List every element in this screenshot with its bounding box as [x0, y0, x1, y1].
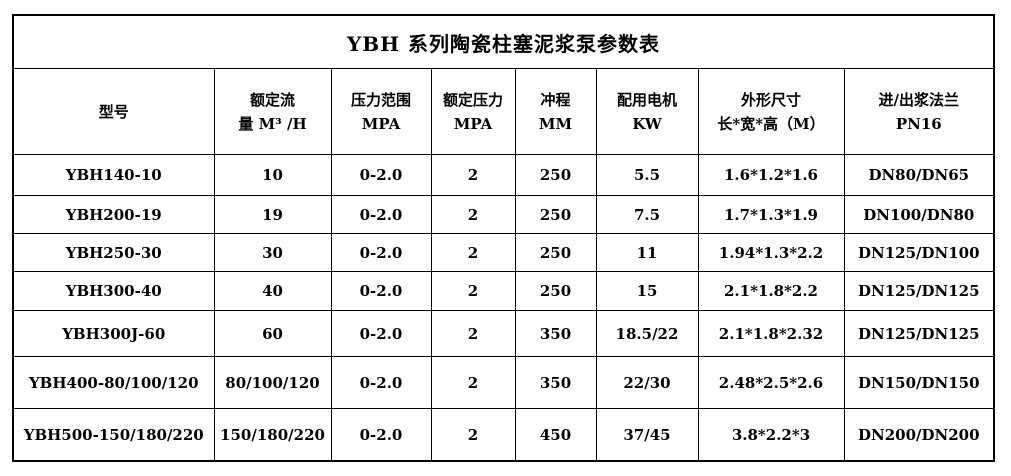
cell-stroke: 250 [514, 195, 597, 234]
table-row: YBH250-30 30 0-2.0 2 250 11 1.94*1.3*2.2… [12, 233, 995, 272]
table-row: YBH140-10 10 0-2.0 2 250 5.5 1.6*1.2*1.6… [12, 154, 995, 196]
header-motor-line1: 配用电机 [616, 90, 677, 109]
header-stroke-line1: 冲程 [540, 90, 571, 109]
cell-flange: DN125/DN125 [843, 271, 995, 311]
header-dimensions: 外形尺寸 长*宽*高（M） [697, 68, 845, 155]
cell-rated-pressure: 2 [430, 310, 516, 357]
cell-rated-pressure: 2 [430, 356, 516, 409]
header-pressure-range-line1: 压力范围 [350, 90, 411, 109]
header-rated-flow-line2: 量 M³ /H [238, 114, 307, 133]
cell-dimensions: 1.7*1.3*1.9 [697, 195, 845, 234]
header-motor-line2: KW [632, 114, 662, 133]
cell-motor: 15 [595, 271, 699, 311]
table-row: YBH300J-60 60 0-2.0 2 350 18.5/22 2.1*1.… [12, 310, 995, 357]
cell-rated-pressure: 2 [430, 154, 516, 196]
cell-pressure-range: 0-2.0 [330, 195, 432, 234]
cell-model: YBH400-80/100/120 [12, 356, 215, 409]
header-rated-flow: 额定流 量 M³ /H [213, 68, 332, 155]
cell-rated-pressure: 2 [430, 233, 516, 272]
cell-dimensions: 3.8*2.2*3 [697, 408, 845, 462]
cell-flange: DN200/DN200 [843, 408, 995, 462]
cell-dimensions: 2.1*1.8*2.2 [697, 271, 845, 311]
table-row: YBH300-40 40 0-2.0 2 250 15 2.1*1.8*2.2 … [12, 271, 995, 311]
cell-pressure-range: 0-2.0 [330, 154, 432, 196]
header-flange-line1: 进/出浆法兰 [878, 90, 960, 109]
cell-rated-flow: 30 [213, 233, 332, 272]
table-header-row: 型号 额定流 量 M³ /H 压力范围 MPA 额定压力 MPA 冲程 MM 配… [12, 68, 995, 155]
header-rated-pressure: 额定压力 MPA [430, 68, 516, 155]
table-title-row: YBH 系列陶瓷柱塞泥浆泵参数表 [12, 14, 995, 69]
cell-rated-flow: 40 [213, 271, 332, 311]
cell-flange: DN80/DN65 [843, 154, 995, 196]
cell-pressure-range: 0-2.0 [330, 310, 432, 357]
cell-rated-flow: 80/100/120 [213, 356, 332, 409]
header-pressure-range-line2: MPA [361, 114, 401, 133]
header-dimensions-line2: 长*宽*高（M） [717, 114, 825, 133]
cell-stroke: 250 [514, 271, 597, 311]
cell-model: YBH200-19 [12, 195, 215, 234]
header-dimensions-line1: 外形尺寸 [740, 90, 801, 109]
header-stroke-line2: MM [538, 114, 573, 133]
cell-stroke: 250 [514, 154, 597, 196]
header-pressure-range: 压力范围 MPA [330, 68, 432, 155]
cell-pressure-range: 0-2.0 [330, 271, 432, 311]
cell-flange: DN100/DN80 [843, 195, 995, 234]
header-stroke: 冲程 MM [514, 68, 597, 155]
cell-model: YBH250-30 [12, 233, 215, 272]
cell-motor: 22/30 [595, 356, 699, 409]
header-model: 型号 [12, 68, 215, 155]
cell-motor: 5.5 [595, 154, 699, 196]
cell-flange: DN150/DN150 [843, 356, 995, 409]
cell-rated-flow: 10 [213, 154, 332, 196]
cell-pressure-range: 0-2.0 [330, 408, 432, 462]
cell-model: YBH140-10 [12, 154, 215, 196]
table-title: YBH 系列陶瓷柱塞泥浆泵参数表 [12, 14, 995, 69]
cell-model: YBH300J-60 [12, 310, 215, 357]
cell-stroke: 350 [514, 310, 597, 357]
cell-dimensions: 1.6*1.2*1.6 [697, 154, 845, 196]
header-motor: 配用电机 KW [595, 68, 699, 155]
header-flange: 进/出浆法兰 PN16 [843, 68, 995, 155]
cell-rated-pressure: 2 [430, 271, 516, 311]
cell-pressure-range: 0-2.0 [330, 233, 432, 272]
cell-motor: 7.5 [595, 195, 699, 234]
cell-rated-pressure: 2 [430, 408, 516, 462]
cell-motor: 37/45 [595, 408, 699, 462]
cell-motor: 11 [595, 233, 699, 272]
table-row: YBH400-80/100/120 80/100/120 0-2.0 2 350… [12, 356, 995, 409]
table-row: YBH500-150/180/220 150/180/220 0-2.0 2 4… [12, 408, 995, 462]
cell-model: YBH300-40 [12, 271, 215, 311]
header-rated-pressure-line2: MPA [453, 114, 493, 133]
spec-sheet: YBH 系列陶瓷柱塞泥浆泵参数表 型号 额定流 量 M³ /H 压力范围 MPA… [12, 14, 996, 462]
cell-rated-flow: 60 [213, 310, 332, 357]
cell-dimensions: 1.94*1.3*2.2 [697, 233, 845, 272]
cell-dimensions: 2.1*1.8*2.32 [697, 310, 845, 357]
cell-pressure-range: 0-2.0 [330, 356, 432, 409]
cell-flange: DN125/DN100 [843, 233, 995, 272]
cell-stroke: 350 [514, 356, 597, 409]
cell-rated-flow: 19 [213, 195, 332, 234]
cell-stroke: 250 [514, 233, 597, 272]
table-row: YBH200-19 19 0-2.0 2 250 7.5 1.7*1.3*1.9… [12, 195, 995, 234]
cell-dimensions: 2.48*2.5*2.6 [697, 356, 845, 409]
header-model-line1: 型号 [98, 102, 129, 121]
header-flange-line2: PN16 [895, 114, 942, 133]
header-rated-pressure-line1: 额定压力 [442, 90, 503, 109]
cell-flange: DN125/DN125 [843, 310, 995, 357]
cell-motor: 18.5/22 [595, 310, 699, 357]
cell-stroke: 450 [514, 408, 597, 462]
cell-rated-flow: 150/180/220 [213, 408, 332, 462]
cell-model: YBH500-150/180/220 [12, 408, 215, 462]
cell-rated-pressure: 2 [430, 195, 516, 234]
pump-parameter-table: YBH 系列陶瓷柱塞泥浆泵参数表 型号 额定流 量 M³ /H 压力范围 MPA… [12, 14, 996, 462]
header-rated-flow-line1: 额定流 [249, 90, 295, 109]
